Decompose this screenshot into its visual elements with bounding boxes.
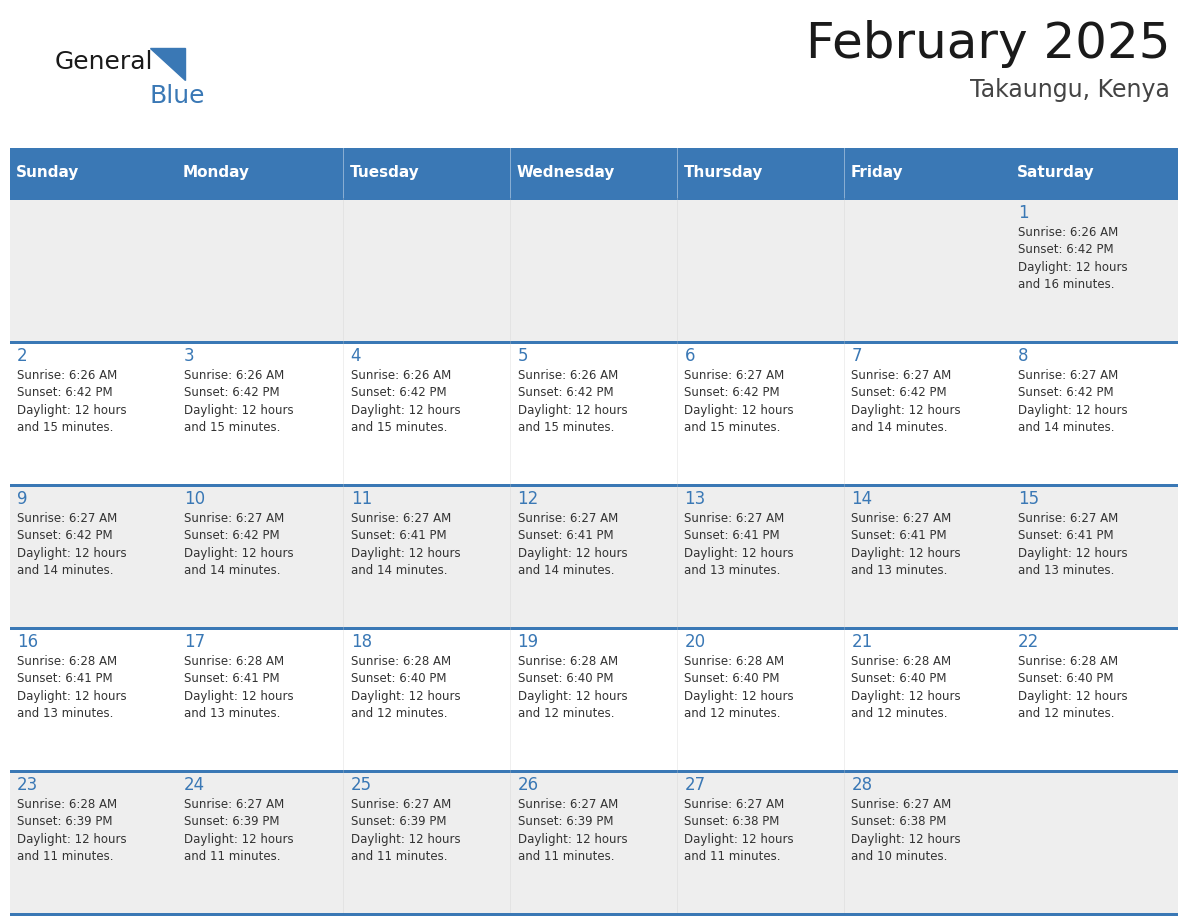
Text: 17: 17 <box>184 633 206 651</box>
Text: Sunrise: 6:28 AM
Sunset: 6:40 PM
Daylight: 12 hours
and 12 minutes.: Sunrise: 6:28 AM Sunset: 6:40 PM Dayligh… <box>350 655 460 721</box>
Text: Sunrise: 6:27 AM
Sunset: 6:41 PM
Daylight: 12 hours
and 13 minutes.: Sunrise: 6:27 AM Sunset: 6:41 PM Dayligh… <box>852 512 961 577</box>
Text: Tuesday: Tuesday <box>349 165 419 180</box>
Text: 15: 15 <box>1018 490 1040 508</box>
Text: Sunrise: 6:26 AM
Sunset: 6:42 PM
Daylight: 12 hours
and 15 minutes.: Sunrise: 6:26 AM Sunset: 6:42 PM Dayligh… <box>17 369 127 434</box>
Text: Sunrise: 6:28 AM
Sunset: 6:40 PM
Daylight: 12 hours
and 12 minutes.: Sunrise: 6:28 AM Sunset: 6:40 PM Dayligh… <box>518 655 627 721</box>
Text: Sunrise: 6:27 AM
Sunset: 6:39 PM
Daylight: 12 hours
and 11 minutes.: Sunrise: 6:27 AM Sunset: 6:39 PM Dayligh… <box>184 798 293 864</box>
Text: 26: 26 <box>518 776 538 794</box>
Text: 9: 9 <box>17 490 27 508</box>
Text: Thursday: Thursday <box>683 165 763 180</box>
Text: Sunrise: 6:27 AM
Sunset: 6:39 PM
Daylight: 12 hours
and 11 minutes.: Sunrise: 6:27 AM Sunset: 6:39 PM Dayligh… <box>350 798 460 864</box>
Text: 21: 21 <box>852 633 872 651</box>
Text: Sunday: Sunday <box>15 165 80 180</box>
Text: General: General <box>55 50 153 74</box>
Text: 1: 1 <box>1018 204 1029 222</box>
Text: 25: 25 <box>350 776 372 794</box>
Text: Sunrise: 6:27 AM
Sunset: 6:42 PM
Daylight: 12 hours
and 14 minutes.: Sunrise: 6:27 AM Sunset: 6:42 PM Dayligh… <box>17 512 127 577</box>
Text: Sunrise: 6:27 AM
Sunset: 6:42 PM
Daylight: 12 hours
and 14 minutes.: Sunrise: 6:27 AM Sunset: 6:42 PM Dayligh… <box>184 512 293 577</box>
Text: Sunrise: 6:27 AM
Sunset: 6:38 PM
Daylight: 12 hours
and 11 minutes.: Sunrise: 6:27 AM Sunset: 6:38 PM Dayligh… <box>684 798 794 864</box>
Text: 24: 24 <box>184 776 206 794</box>
Text: Sunrise: 6:28 AM
Sunset: 6:41 PM
Daylight: 12 hours
and 13 minutes.: Sunrise: 6:28 AM Sunset: 6:41 PM Dayligh… <box>184 655 293 721</box>
Text: 28: 28 <box>852 776 872 794</box>
Text: Sunrise: 6:27 AM
Sunset: 6:42 PM
Daylight: 12 hours
and 15 minutes.: Sunrise: 6:27 AM Sunset: 6:42 PM Dayligh… <box>684 369 794 434</box>
Text: February 2025: February 2025 <box>805 20 1170 68</box>
Text: Monday: Monday <box>183 165 249 180</box>
Text: Sunrise: 6:27 AM
Sunset: 6:38 PM
Daylight: 12 hours
and 10 minutes.: Sunrise: 6:27 AM Sunset: 6:38 PM Dayligh… <box>852 798 961 864</box>
Text: Wednesday: Wednesday <box>517 165 615 180</box>
Text: Sunrise: 6:27 AM
Sunset: 6:41 PM
Daylight: 12 hours
and 14 minutes.: Sunrise: 6:27 AM Sunset: 6:41 PM Dayligh… <box>350 512 460 577</box>
Text: Sunrise: 6:26 AM
Sunset: 6:42 PM
Daylight: 12 hours
and 15 minutes.: Sunrise: 6:26 AM Sunset: 6:42 PM Dayligh… <box>350 369 460 434</box>
Text: Sunrise: 6:27 AM
Sunset: 6:41 PM
Daylight: 12 hours
and 13 minutes.: Sunrise: 6:27 AM Sunset: 6:41 PM Dayligh… <box>1018 512 1127 577</box>
Text: Sunrise: 6:26 AM
Sunset: 6:42 PM
Daylight: 12 hours
and 15 minutes.: Sunrise: 6:26 AM Sunset: 6:42 PM Dayligh… <box>518 369 627 434</box>
Text: Sunrise: 6:28 AM
Sunset: 6:40 PM
Daylight: 12 hours
and 12 minutes.: Sunrise: 6:28 AM Sunset: 6:40 PM Dayligh… <box>852 655 961 721</box>
Text: 14: 14 <box>852 490 872 508</box>
Text: 3: 3 <box>184 347 195 364</box>
Text: 2: 2 <box>17 347 27 364</box>
Text: Sunrise: 6:28 AM
Sunset: 6:41 PM
Daylight: 12 hours
and 13 minutes.: Sunrise: 6:28 AM Sunset: 6:41 PM Dayligh… <box>17 655 127 721</box>
Text: 10: 10 <box>184 490 206 508</box>
Text: 18: 18 <box>350 633 372 651</box>
Text: 4: 4 <box>350 347 361 364</box>
Text: 27: 27 <box>684 776 706 794</box>
Text: 16: 16 <box>17 633 38 651</box>
Text: Sunrise: 6:27 AM
Sunset: 6:42 PM
Daylight: 12 hours
and 14 minutes.: Sunrise: 6:27 AM Sunset: 6:42 PM Dayligh… <box>852 369 961 434</box>
Text: Sunrise: 6:27 AM
Sunset: 6:41 PM
Daylight: 12 hours
and 14 minutes.: Sunrise: 6:27 AM Sunset: 6:41 PM Dayligh… <box>518 512 627 577</box>
Text: 13: 13 <box>684 490 706 508</box>
Text: 11: 11 <box>350 490 372 508</box>
Text: 5: 5 <box>518 347 529 364</box>
Text: 12: 12 <box>518 490 539 508</box>
Text: Sunrise: 6:28 AM
Sunset: 6:40 PM
Daylight: 12 hours
and 12 minutes.: Sunrise: 6:28 AM Sunset: 6:40 PM Dayligh… <box>1018 655 1127 721</box>
Text: 19: 19 <box>518 633 538 651</box>
Text: 7: 7 <box>852 347 861 364</box>
Text: Sunrise: 6:27 AM
Sunset: 6:42 PM
Daylight: 12 hours
and 14 minutes.: Sunrise: 6:27 AM Sunset: 6:42 PM Dayligh… <box>1018 369 1127 434</box>
Text: 6: 6 <box>684 347 695 364</box>
Text: Takaungu, Kenya: Takaungu, Kenya <box>971 78 1170 102</box>
Text: 22: 22 <box>1018 633 1040 651</box>
Text: Sunrise: 6:27 AM
Sunset: 6:41 PM
Daylight: 12 hours
and 13 minutes.: Sunrise: 6:27 AM Sunset: 6:41 PM Dayligh… <box>684 512 794 577</box>
Text: 8: 8 <box>1018 347 1029 364</box>
Text: Friday: Friday <box>851 165 903 180</box>
Text: Sunrise: 6:28 AM
Sunset: 6:40 PM
Daylight: 12 hours
and 12 minutes.: Sunrise: 6:28 AM Sunset: 6:40 PM Dayligh… <box>684 655 794 721</box>
Text: 23: 23 <box>17 776 38 794</box>
Text: Blue: Blue <box>150 84 206 108</box>
Text: 20: 20 <box>684 633 706 651</box>
Text: Sunrise: 6:26 AM
Sunset: 6:42 PM
Daylight: 12 hours
and 16 minutes.: Sunrise: 6:26 AM Sunset: 6:42 PM Dayligh… <box>1018 226 1127 291</box>
Text: Saturday: Saturday <box>1017 165 1095 180</box>
Text: Sunrise: 6:28 AM
Sunset: 6:39 PM
Daylight: 12 hours
and 11 minutes.: Sunrise: 6:28 AM Sunset: 6:39 PM Dayligh… <box>17 798 127 864</box>
Text: Sunrise: 6:26 AM
Sunset: 6:42 PM
Daylight: 12 hours
and 15 minutes.: Sunrise: 6:26 AM Sunset: 6:42 PM Dayligh… <box>184 369 293 434</box>
Text: Sunrise: 6:27 AM
Sunset: 6:39 PM
Daylight: 12 hours
and 11 minutes.: Sunrise: 6:27 AM Sunset: 6:39 PM Dayligh… <box>518 798 627 864</box>
